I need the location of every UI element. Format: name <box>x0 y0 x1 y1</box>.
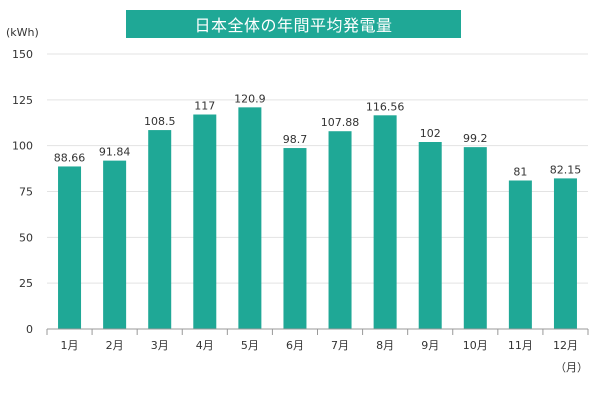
bar <box>373 115 397 329</box>
data-label: 98.7 <box>283 133 308 146</box>
x-axis-label: （月） <box>555 361 588 374</box>
y-tick-label: 100 <box>12 140 33 153</box>
data-label: 81 <box>513 166 527 179</box>
bar <box>553 178 577 329</box>
bar <box>238 107 262 329</box>
y-tick-label: 125 <box>12 94 33 107</box>
bar <box>148 130 172 329</box>
x-tick-label: 4月 <box>196 339 214 352</box>
data-label: 91.84 <box>99 146 131 159</box>
x-tick-label: 7月 <box>331 339 349 352</box>
y-tick-label: 25 <box>19 277 33 290</box>
bar <box>508 180 532 329</box>
bar <box>58 166 82 329</box>
x-tick-label: 5月 <box>241 339 259 352</box>
y-tick-label: 0 <box>26 323 33 336</box>
y-axis-label: (kWh) <box>6 26 39 39</box>
x-tick-label: 8月 <box>376 339 394 352</box>
bar <box>283 148 307 329</box>
data-label: 88.66 <box>54 151 86 164</box>
y-tick-label: 150 <box>12 48 33 61</box>
x-tick-label: 1月 <box>61 339 79 352</box>
data-label: 120.9 <box>234 92 266 105</box>
data-label: 102 <box>420 127 441 140</box>
y-tick-label: 75 <box>19 186 33 199</box>
bar <box>193 114 217 329</box>
x-tick-label: 12月 <box>553 339 578 352</box>
data-label: 82.15 <box>550 163 582 176</box>
bar <box>328 131 352 329</box>
chart-title: 日本全体の年間平均発電量 <box>126 10 461 38</box>
x-tick-label: 10月 <box>463 339 488 352</box>
x-tick-label: 11月 <box>508 339 533 352</box>
x-tick-label: 9月 <box>421 339 439 352</box>
data-label: 99.2 <box>463 132 488 145</box>
data-label: 108.5 <box>144 115 176 128</box>
x-tick-label: 3月 <box>151 339 169 352</box>
bar <box>463 147 487 329</box>
bar <box>418 142 442 329</box>
x-tick-label: 6月 <box>286 339 304 352</box>
y-tick-label: 50 <box>19 231 33 244</box>
data-label: 116.56 <box>366 100 405 113</box>
data-label: 107.88 <box>321 116 360 129</box>
data-label: 117 <box>194 100 215 113</box>
x-tick-label: 2月 <box>106 339 124 352</box>
bar <box>103 160 127 329</box>
